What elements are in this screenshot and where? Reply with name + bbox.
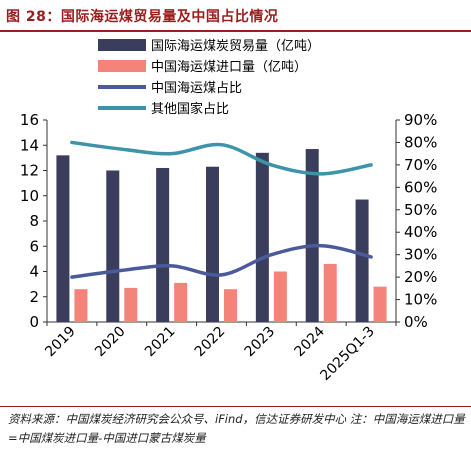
source-note: 资料来源：中国煤炭经济研究会公众号、iFind，信达证券研发中心 注：中国海运煤… <box>8 412 465 445</box>
y-left-tick-label: 16 <box>20 111 39 129</box>
bottom-rule <box>0 406 471 407</box>
y-left-tick-label: 4 <box>29 263 39 281</box>
figure-title: 图 28：国际海运煤贸易量及中国占比情况 <box>6 9 279 25</box>
lines <box>70 140 373 279</box>
legend-label: 中国海运煤进口量（亿吨） <box>151 60 307 75</box>
y-right-tick-label: 60% <box>404 178 437 196</box>
y-left-tick-label: 2 <box>29 288 39 306</box>
y-right-tick-label: 50% <box>404 201 437 219</box>
title-rule <box>0 30 471 32</box>
y-right-tick-label: 40% <box>404 223 437 241</box>
bar-china <box>174 282 188 322</box>
line-china-share <box>70 243 373 279</box>
y-left-tick-label: 12 <box>20 162 39 180</box>
x-tick-label: 2022 <box>192 324 229 361</box>
bar-world <box>106 170 120 322</box>
y-right-tick-label: 20% <box>404 268 437 286</box>
bar-world <box>255 152 269 322</box>
line-other-share <box>70 140 373 176</box>
bar-world <box>355 199 369 322</box>
bar-world <box>156 167 170 322</box>
bar-china <box>273 271 287 322</box>
bar-world <box>56 155 70 322</box>
y-right-tick-label: 90% <box>404 111 437 129</box>
x-tick-label: 2019 <box>42 324 79 361</box>
bar-world <box>206 166 219 322</box>
x-tick-label: 2023 <box>242 324 279 361</box>
y-right-tick-label: 0% <box>404 313 428 331</box>
y-left-tick-label: 0 <box>29 313 39 331</box>
bar-china <box>74 289 88 322</box>
x-tick-label: 2021 <box>142 324 179 361</box>
bar-china <box>323 263 337 322</box>
y-right-tick-label: 30% <box>404 246 437 264</box>
bar-world <box>305 149 319 322</box>
y-right-tick-label: 10% <box>404 291 437 309</box>
bars <box>56 149 387 322</box>
legend-label: 中国海运煤占比 <box>151 81 242 96</box>
y-right-tick-label: 70% <box>404 156 437 174</box>
x-tick-label: 2024 <box>292 323 329 360</box>
legend-label: 其他国家占比 <box>151 101 229 117</box>
y-right-tick-label: 80% <box>404 133 437 151</box>
legend-swatch <box>98 39 146 51</box>
legend-label: 国际海运煤炭贸易量（亿吨） <box>151 39 320 54</box>
y-left-tick-label: 6 <box>29 237 39 255</box>
axes: 0 2 4 6 8 10 12 14 16 0% 10% 20% 30% 40% 50% 60% 70% 80% 9… <box>20 111 437 384</box>
y-left-tick-label: 14 <box>20 136 39 154</box>
legend-swatch <box>98 60 146 72</box>
x-tick-label: 2025Q1-3 <box>317 324 377 384</box>
bar-china <box>124 287 138 322</box>
y-left-tick-label: 10 <box>20 187 39 205</box>
bar-china <box>224 289 237 322</box>
bar-china <box>373 286 387 322</box>
y-left-tick-label: 8 <box>29 212 39 230</box>
x-tick-label: 2020 <box>92 324 129 361</box>
